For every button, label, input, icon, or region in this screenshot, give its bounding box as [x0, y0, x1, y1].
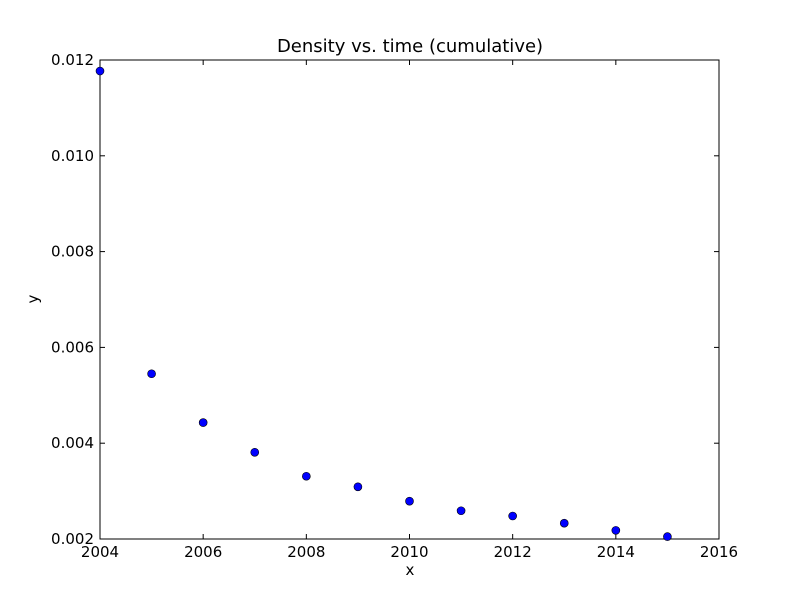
data-point — [95, 66, 105, 76]
y-tick-label: 0.008 — [51, 243, 94, 261]
x-tick-label: 2004 — [81, 543, 119, 561]
data-point — [405, 496, 414, 506]
y-axis-label: y — [24, 294, 42, 303]
plot-area: 2004 2006 2008 2010 2012 2014 2016 0.002 0.004 0.… — [51, 51, 738, 561]
y-tick-label: 0.002 — [51, 530, 94, 548]
data-point — [611, 526, 621, 535]
data-point — [198, 418, 208, 427]
data-point — [250, 448, 260, 457]
y-tick-label: 0.004 — [51, 434, 94, 452]
data-point — [353, 482, 363, 492]
x-tick-label: 2010 — [390, 543, 428, 561]
data-point — [559, 518, 569, 528]
x-tick-label: 2008 — [287, 543, 325, 561]
x-tick-label: 2014 — [597, 543, 635, 561]
data-point — [663, 532, 672, 541]
plot-frame — [99, 59, 720, 540]
y-tick-label: 0.010 — [51, 147, 94, 165]
data-point — [147, 369, 156, 379]
x-tick-label: 2012 — [494, 543, 532, 561]
y-tick-label: 0.012 — [51, 51, 94, 69]
x-tick-label: 2016 — [700, 543, 738, 561]
data-point — [456, 506, 466, 516]
x-axis-label: x — [406, 561, 415, 579]
chart-title: Density vs. time (cumulative) — [277, 36, 543, 57]
data-point — [302, 471, 311, 481]
y-tick-label: 0.006 — [51, 338, 94, 356]
data-point — [508, 511, 517, 521]
x-tick-label: 2006 — [184, 543, 222, 561]
